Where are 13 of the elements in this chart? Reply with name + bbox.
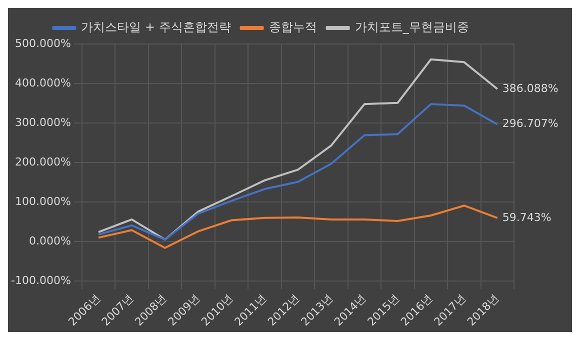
y-tick-label: 0.000% (28, 234, 71, 248)
y-tick-label: -100.000% (10, 274, 71, 287)
legend-label: 가치포트_무현금비중 (354, 20, 469, 34)
data-label: 296.707% (502, 117, 558, 130)
y-tick-label: 500.000% (14, 36, 71, 50)
y-tick-label: 300.000% (14, 116, 71, 129)
y-tick-label: 400.000% (14, 76, 71, 90)
legend-label: 가치스타일 + 주식혼합전략 (81, 20, 231, 34)
data-label: 59.743% (502, 210, 552, 224)
y-tick-label: 100.000% (14, 194, 71, 208)
legend-label: 종합누적 (268, 20, 317, 34)
data-label: 386.088% (502, 82, 558, 95)
y-tick-label: 200.000% (14, 155, 71, 168)
